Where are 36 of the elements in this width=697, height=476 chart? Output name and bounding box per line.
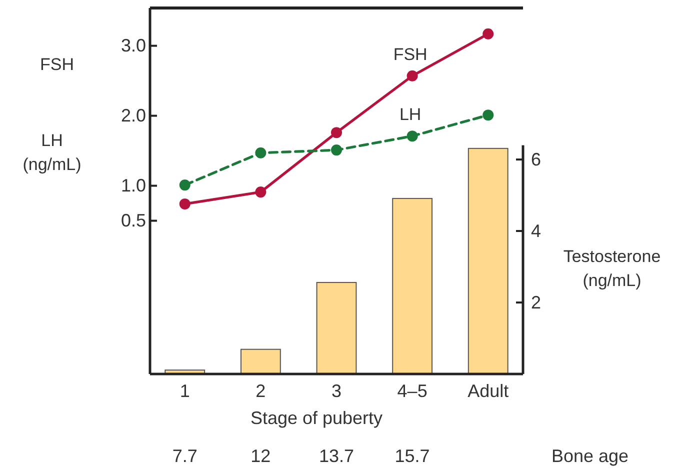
- point: [482, 28, 494, 40]
- y2-axis-title: Testosterone (ng/mL): [563, 247, 661, 290]
- bar: [468, 148, 508, 374]
- y-tick-label: 1.0: [120, 176, 146, 196]
- point: [255, 147, 266, 158]
- text: Bone age: [551, 446, 629, 466]
- y2-tick-label: 2: [531, 292, 542, 312]
- text: FSH LH (ng/mL): [22, 55, 82, 174]
- bar: [316, 282, 357, 374]
- point: [255, 186, 266, 198]
- bar: [392, 198, 433, 374]
- y-tick-label: 0.5: [120, 210, 146, 230]
- series-label: FSH: [393, 44, 428, 64]
- text: 12: [250, 446, 271, 466]
- bar: [240, 348, 281, 374]
- point: [406, 130, 418, 142]
- x-tick-label: 3: [331, 380, 342, 401]
- x-tick-label: 4–5: [397, 380, 428, 401]
- y-tick-label: 3.0: [120, 36, 146, 56]
- text: 15.7: [394, 446, 430, 466]
- y2-tick-label: 4: [531, 220, 542, 241]
- point: [331, 127, 342, 138]
- point: [331, 144, 342, 156]
- point: [179, 180, 190, 191]
- point: [179, 198, 190, 210]
- x-tick-label: 2: [256, 380, 266, 401]
- text: 13.7: [318, 446, 354, 466]
- x-tick-label: Adult: [468, 380, 509, 401]
- text: 7.7: [172, 446, 198, 466]
- x-axis-title: Stage of puberty: [250, 408, 383, 428]
- y2-tick-label: 6: [531, 149, 542, 170]
- point: [406, 70, 418, 82]
- x-tick-label: 1: [180, 380, 190, 401]
- y-tick-label: 2.0: [120, 106, 146, 126]
- point: [482, 110, 494, 121]
- series-label: LH: [399, 105, 422, 124]
